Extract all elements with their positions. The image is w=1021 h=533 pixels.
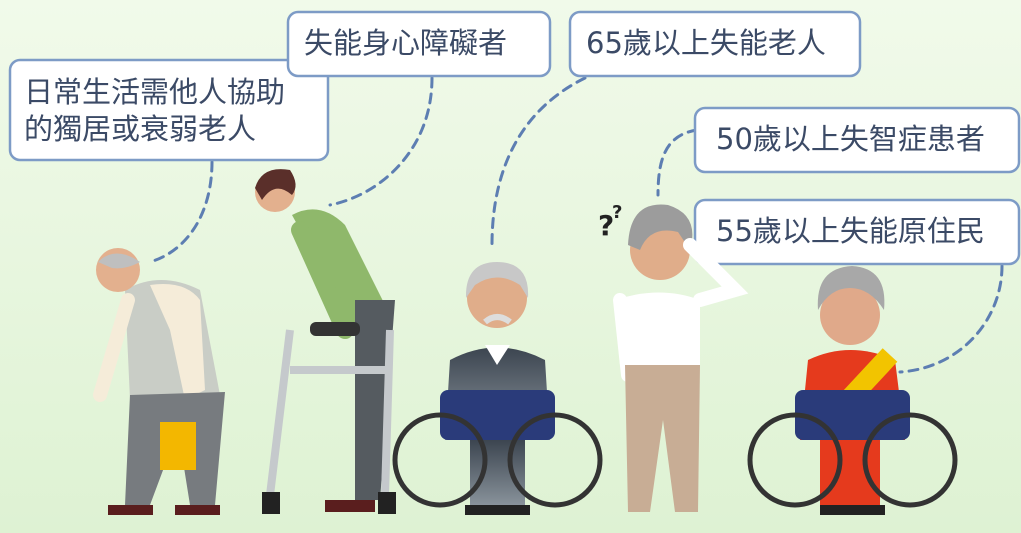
illustration: 日常生活需他人協助 的獨居或衰弱老人 失能身心障礙者 65歲以上失能老人 50歲… [0,0,1021,533]
label-text: 失能身心障礙者 [304,26,507,60]
label-text: 的獨居或衰弱老人 [24,112,256,146]
question-mark: ? [612,202,622,223]
label-text: 50歲以上失智症患者 [716,122,985,156]
label-text: 日常生活需他人協助 [24,75,285,109]
label-text: 65歲以上失能老人 [586,26,826,60]
label-text: 55歲以上失能原住民 [716,214,985,248]
